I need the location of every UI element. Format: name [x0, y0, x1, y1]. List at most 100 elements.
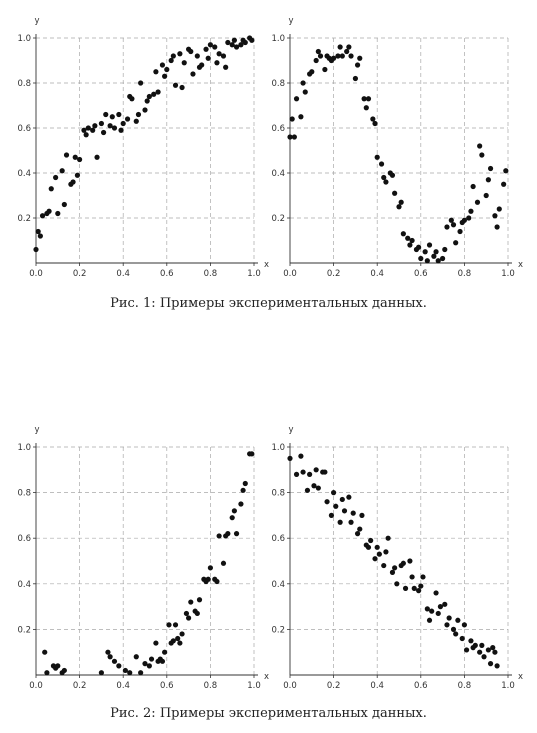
- scatter-plot-2-left: 0.0 0.2 0.4 0.6 0.8 1.00.20.40.60.81.0xy: [17, 425, 269, 691]
- data-point: [37, 233, 43, 239]
- data-point: [122, 667, 128, 674]
- data-point: [98, 120, 104, 127]
- data-point: [494, 224, 500, 230]
- data-point: [148, 656, 155, 662]
- data-point: [392, 190, 398, 196]
- y-tick-label: 0.4: [17, 580, 31, 590]
- data-point: [70, 179, 76, 185]
- y-tick-label: 0.4: [17, 169, 31, 179]
- data-point: [100, 129, 107, 136]
- data-point: [435, 258, 441, 264]
- data-point: [503, 168, 509, 174]
- data-point: [107, 654, 113, 660]
- data-point: [426, 242, 433, 248]
- data-point: [472, 642, 478, 648]
- y-tick-label: 0.6: [271, 534, 285, 544]
- data-point: [179, 631, 185, 637]
- data-point: [442, 246, 448, 253]
- y-tick-label: 1.0: [271, 34, 285, 44]
- data-point: [216, 533, 222, 539]
- y-tick-label: 0.2: [17, 214, 31, 224]
- data-point: [77, 156, 83, 163]
- data-point: [196, 597, 203, 603]
- data-point: [216, 51, 222, 57]
- data-point: [194, 610, 200, 617]
- data-point: [492, 649, 498, 655]
- data-point: [461, 217, 467, 223]
- data-point: [85, 125, 91, 131]
- data-point: [238, 501, 244, 507]
- data-point: [337, 519, 343, 525]
- data-points: [287, 453, 500, 669]
- data-point: [348, 519, 354, 525]
- data-point: [207, 565, 213, 571]
- data-point: [315, 48, 321, 55]
- x-axis-label: x: [518, 260, 523, 270]
- data-point: [463, 647, 470, 653]
- data-point: [63, 152, 70, 158]
- data-point: [487, 165, 494, 172]
- data-point: [398, 199, 404, 205]
- data-point: [212, 44, 218, 50]
- data-point: [335, 53, 341, 59]
- data-point: [368, 537, 374, 544]
- data-point: [389, 172, 396, 178]
- data-point: [322, 469, 328, 475]
- data-point: [457, 228, 463, 235]
- data-point: [153, 640, 159, 646]
- data-point: [433, 249, 439, 255]
- data-point: [496, 206, 502, 212]
- data-point: [372, 556, 378, 562]
- data-point: [242, 480, 248, 487]
- x-tick-label: 0.6: [160, 269, 174, 279]
- data-point: [311, 483, 317, 489]
- data-point: [55, 210, 61, 217]
- data-point: [418, 255, 424, 262]
- data-point: [348, 53, 354, 59]
- data-point: [354, 62, 361, 68]
- data-point: [459, 635, 465, 642]
- data-point: [485, 647, 491, 653]
- data-point: [344, 48, 350, 55]
- data-point: [426, 617, 433, 623]
- data-point: [33, 246, 39, 253]
- data-point: [385, 535, 391, 541]
- y-tick-label: 0.8: [271, 489, 285, 499]
- scatter-plot-1-right: 0.0 0.2 0.4 0.6 0.8 1.00.20.40.60.81.0xy: [271, 16, 523, 279]
- data-point: [98, 670, 104, 676]
- data-point: [118, 127, 124, 133]
- data-point: [83, 132, 89, 138]
- x-tick-label: 0.8: [458, 681, 472, 691]
- y-tick-label: 0.8: [17, 489, 31, 499]
- data-point: [55, 663, 61, 669]
- grid: [290, 37, 509, 263]
- data-point: [53, 174, 59, 181]
- data-point: [354, 531, 361, 537]
- data-point: [396, 204, 402, 210]
- data-point: [494, 663, 500, 669]
- data-point: [444, 622, 450, 628]
- x-tick-label: 0.4: [370, 269, 384, 279]
- data-point: [341, 508, 348, 514]
- data-point: [233, 531, 240, 537]
- x-tick-label: 0.8: [204, 269, 218, 279]
- data-point: [214, 578, 220, 585]
- x-tick-label: 0.8: [458, 269, 472, 279]
- data-point: [138, 670, 144, 676]
- x-tick-label: 1.0: [501, 269, 515, 279]
- data-point: [162, 649, 168, 655]
- data-point: [328, 512, 335, 518]
- data-point: [116, 111, 122, 118]
- x-tick-label: 0.8: [204, 681, 218, 691]
- data-point: [322, 66, 328, 73]
- data-point: [468, 638, 474, 644]
- y-axis-label: y: [34, 425, 39, 435]
- data-point: [479, 152, 485, 158]
- data-point: [333, 503, 339, 509]
- data-point: [142, 661, 148, 667]
- data-point: [188, 48, 194, 55]
- data-points: [33, 35, 255, 253]
- data-point: [229, 42, 235, 48]
- data-point: [170, 638, 176, 644]
- data-point: [166, 622, 172, 628]
